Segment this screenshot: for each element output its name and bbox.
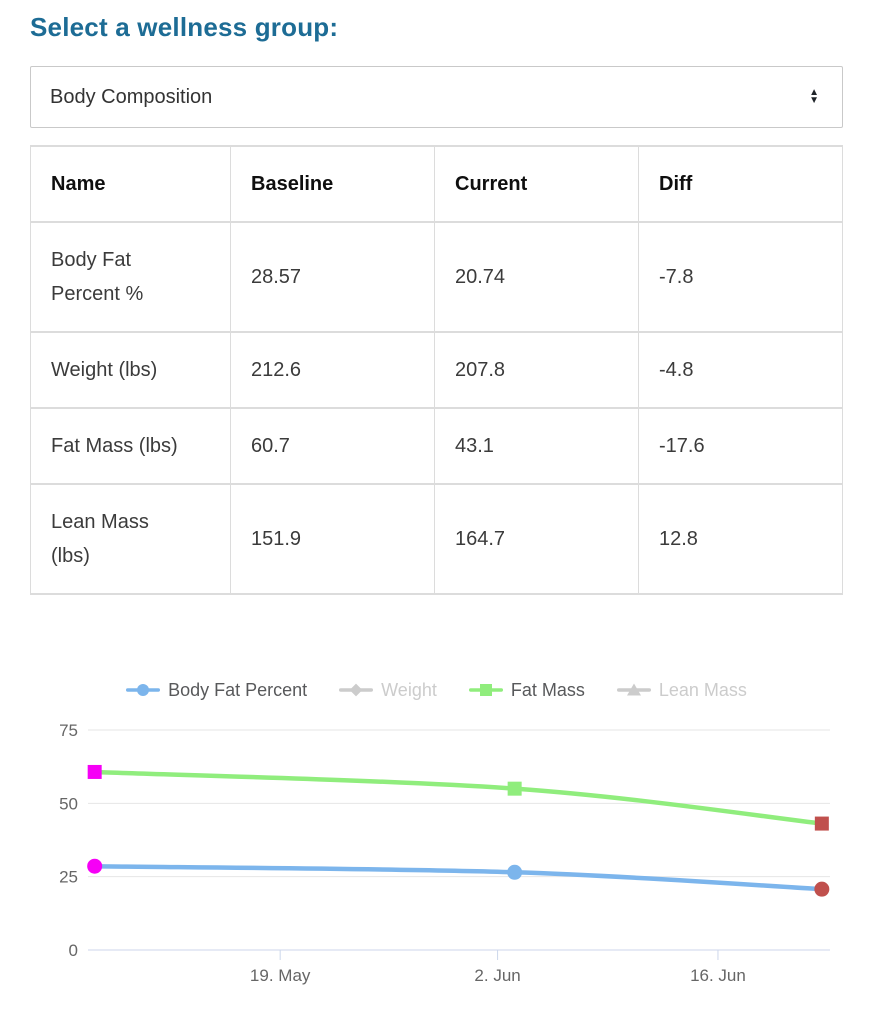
series-line-fat-mass bbox=[92, 769, 825, 826]
y-axis-tick-label: 25 bbox=[59, 868, 78, 887]
y-axis-tick-label: 0 bbox=[69, 941, 78, 960]
page-title: Select a wellness group: bbox=[30, 12, 339, 42]
data-point-fat-mass[interactable] bbox=[814, 816, 829, 831]
data-point-body-fat-percent[interactable] bbox=[507, 864, 523, 880]
cell-current: 43.1 bbox=[434, 407, 639, 485]
legend-item-fat-mass[interactable]: Fat Mass bbox=[468, 679, 585, 701]
legend-label: Fat Mass bbox=[510, 679, 585, 700]
cell-baseline: 28.57 bbox=[230, 221, 435, 333]
cell-diff: 12.8 bbox=[638, 483, 843, 595]
data-point-body-fat-percent[interactable] bbox=[87, 858, 103, 874]
data-point-body-fat-percent[interactable] bbox=[814, 881, 830, 897]
page: Select a wellness group: Body Compositio… bbox=[0, 12, 873, 1010]
column-header-current: Current bbox=[434, 145, 639, 223]
table-row: Lean Mass (lbs) 151.9 164.7 12.8 bbox=[30, 483, 843, 595]
chart-plot: 75 50 25 0 19. May 2. Jun 16. Jun bbox=[59, 721, 830, 985]
cell-diff: -7.8 bbox=[638, 221, 843, 333]
x-axis-tick-label: 2. Jun bbox=[474, 966, 520, 985]
cell-baseline: 151.9 bbox=[230, 483, 435, 595]
legend-item-body-fat-percent[interactable]: Body Fat Percent bbox=[126, 680, 307, 701]
cell-metric-name: Weight (lbs) bbox=[30, 331, 231, 409]
wellness-chart: Body Fat Percent Weight Fat Mass Lean Ma… bbox=[30, 677, 843, 1010]
table-header-row: Name Baseline Current Diff bbox=[30, 145, 843, 223]
table-row: Body Fat Percent % 28.57 20.74 -7.8 bbox=[30, 221, 843, 333]
cell-current: 20.74 bbox=[434, 221, 639, 333]
cell-metric-name: Body Fat Percent % bbox=[30, 221, 231, 333]
chart-plot-area: 75 50 25 0 19. May 2. Jun 16. Jun bbox=[30, 710, 843, 1010]
cell-current: 164.7 bbox=[434, 483, 639, 595]
y-axis-tick-label: 50 bbox=[59, 794, 78, 813]
x-axis-tick-label: 16. Jun bbox=[690, 966, 746, 985]
table-row: Fat Mass (lbs) 60.7 43.1 -17.6 bbox=[30, 407, 843, 485]
cell-baseline: 212.6 bbox=[230, 331, 435, 409]
column-header-diff: Diff bbox=[638, 145, 843, 223]
legend-item-lean-mass[interactable]: Lean Mass bbox=[616, 679, 747, 701]
cell-metric-name: Fat Mass (lbs) bbox=[30, 407, 231, 485]
cell-diff: -4.8 bbox=[638, 331, 843, 409]
cell-metric-name: Lean Mass (lbs) bbox=[30, 483, 231, 595]
data-point-fat-mass[interactable] bbox=[87, 764, 102, 779]
legend-label: Lean Mass bbox=[658, 679, 747, 700]
column-header-name: Name bbox=[30, 145, 231, 223]
legend-label: Weight bbox=[381, 679, 437, 700]
wellness-group-select[interactable]: Body Composition bbox=[30, 66, 843, 128]
series-line-body-fat-percent bbox=[92, 863, 825, 892]
column-header-baseline: Baseline bbox=[230, 145, 435, 223]
table-row: Weight (lbs) 212.6 207.8 -4.8 bbox=[30, 331, 843, 409]
lean-mass-triangle-marker-icon bbox=[616, 682, 651, 698]
weight-diamond-marker-icon bbox=[339, 682, 374, 698]
legend-item-weight[interactable]: Weight bbox=[339, 680, 437, 701]
chart-legend: Body Fat Percent Weight Fat Mass Lean Ma… bbox=[30, 677, 843, 703]
x-axis-tick-label: 19. May bbox=[250, 966, 311, 985]
fat-mass-square-marker-icon bbox=[468, 682, 503, 698]
body-fat-percent-circle-marker-icon bbox=[126, 682, 161, 698]
wellness-group-select-wrap: Body Composition ▲ ▼ bbox=[30, 66, 843, 128]
cell-diff: -17.6 bbox=[638, 407, 843, 485]
metrics-table: Name Baseline Current Diff Body Fat Perc… bbox=[30, 145, 843, 595]
y-axis-tick-label: 75 bbox=[59, 721, 78, 740]
legend-label: Body Fat Percent bbox=[168, 679, 308, 700]
data-point-fat-mass[interactable] bbox=[507, 781, 522, 796]
cell-baseline: 60.7 bbox=[230, 407, 435, 485]
cell-current: 207.8 bbox=[434, 331, 639, 409]
